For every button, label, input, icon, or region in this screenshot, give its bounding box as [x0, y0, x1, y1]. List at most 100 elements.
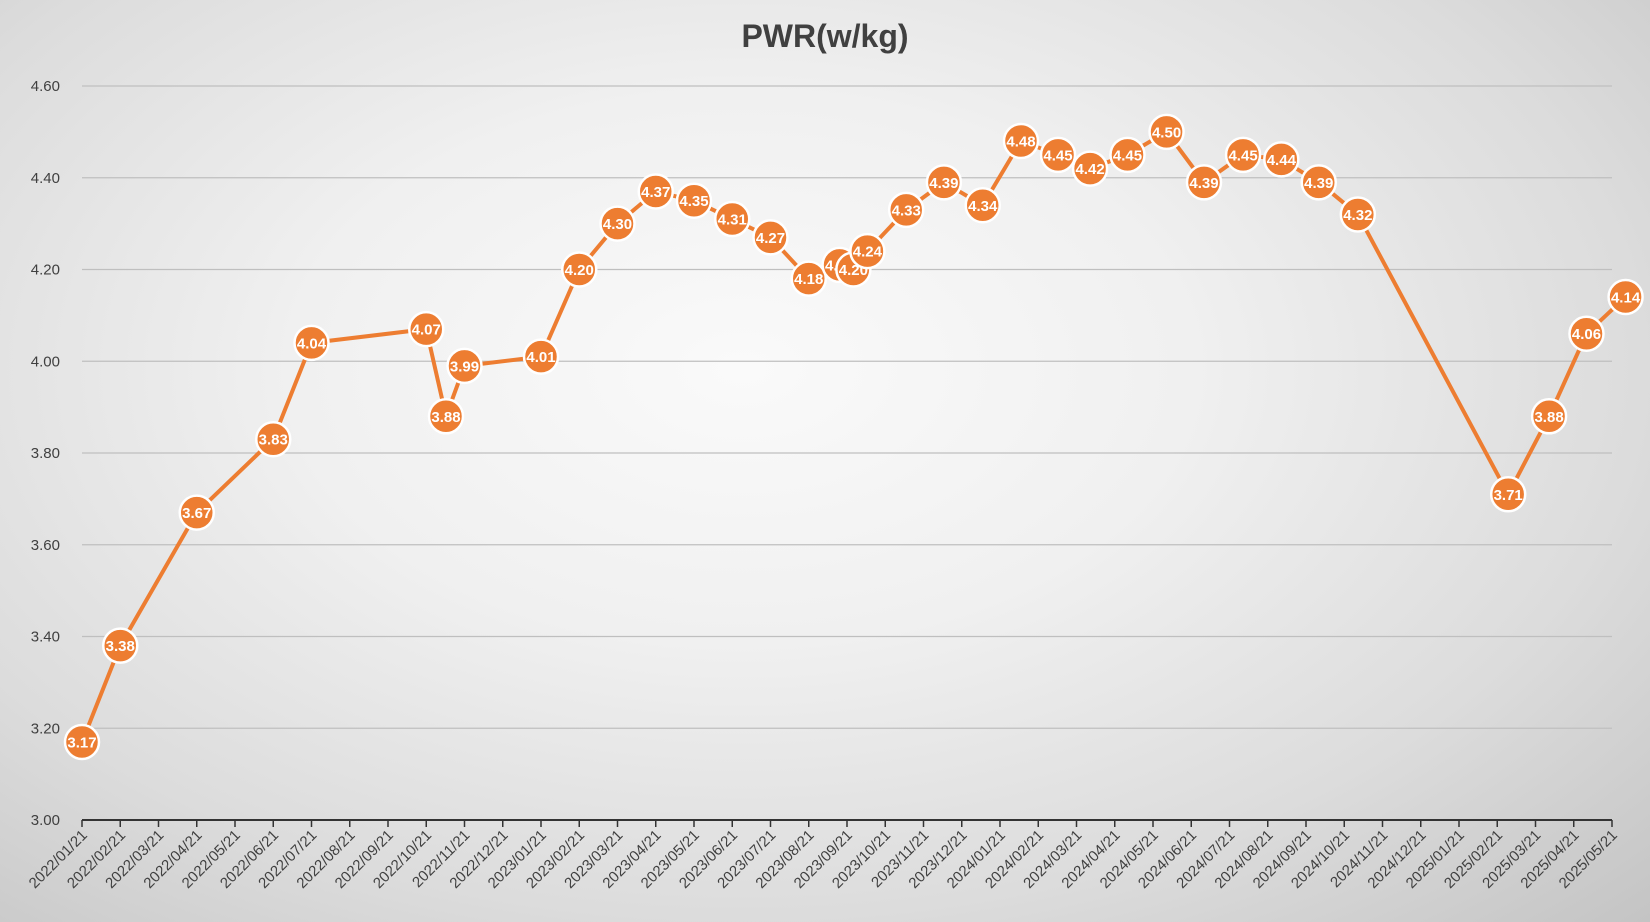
data-marker	[790, 260, 827, 297]
data-label: 4.48	[1006, 134, 1035, 151]
y-tick-label: 3.20	[31, 720, 60, 737]
data-point: 3.71	[1489, 476, 1527, 513]
data-marker	[1071, 150, 1109, 187]
data-point: 4.37	[637, 173, 674, 210]
data-point: 4.44	[1263, 141, 1300, 178]
data-marker	[637, 173, 674, 210]
y-tick-label: 4.40	[31, 170, 60, 187]
data-marker	[63, 723, 101, 761]
series-markers: 3.17 3.38 3.67 3.83 4.04 4.07 3.88 3.99 4.01 4.20…	[63, 113, 1644, 761]
data-marker	[849, 232, 886, 270]
data-point: 4.34	[964, 187, 1001, 224]
data-point: 4.45	[1224, 136, 1262, 174]
data-marker	[1530, 398, 1568, 435]
data-point: 4.45	[1109, 136, 1146, 174]
data-label: 3.83	[259, 432, 288, 449]
data-label: 4.37	[641, 184, 670, 201]
data-marker	[427, 398, 465, 435]
data-marker	[1339, 196, 1377, 233]
data-label: 4.39	[1189, 175, 1218, 192]
y-tick-label: 3.00	[31, 812, 60, 829]
data-label: 3.88	[431, 409, 460, 426]
data-marker	[714, 200, 751, 238]
data-marker	[1109, 136, 1146, 174]
data-marker	[752, 219, 789, 256]
data-marker	[408, 310, 445, 348]
data-marker	[255, 420, 292, 458]
data-point: 4.31	[714, 200, 751, 238]
data-label: 3.38	[106, 638, 135, 655]
data-point: 4.24	[849, 232, 886, 270]
data-label: 4.35	[679, 193, 708, 210]
data-label: 4.34	[968, 198, 998, 215]
data-label: 4.27	[756, 230, 785, 247]
data-point: 4.48	[1002, 122, 1040, 160]
data-marker	[522, 338, 560, 375]
data-point: 4.06	[1568, 315, 1605, 352]
data-label: 4.14	[1611, 290, 1641, 307]
data-marker	[1002, 122, 1040, 160]
data-label: 4.44	[1267, 152, 1297, 169]
data-label: 4.45	[1043, 147, 1072, 164]
data-label: 4.50	[1152, 124, 1181, 141]
data-marker	[675, 182, 713, 219]
data-marker	[102, 627, 139, 664]
data-point: 3.88	[1530, 398, 1568, 435]
y-tick-label: 4.00	[31, 353, 60, 370]
data-marker	[1607, 278, 1644, 316]
data-marker	[925, 164, 963, 201]
data-point: 4.18	[790, 260, 827, 297]
data-point: 4.14	[1607, 278, 1644, 316]
data-label: 3.71	[1494, 487, 1523, 504]
y-tick-label: 3.80	[31, 445, 60, 462]
data-label: 4.30	[603, 216, 632, 233]
data-label: 3.99	[450, 358, 479, 375]
data-marker	[1224, 136, 1262, 174]
data-marker	[1300, 164, 1337, 201]
series-line-path	[80, 129, 1627, 743]
data-label: 4.01	[526, 349, 555, 366]
data-marker	[599, 205, 636, 242]
data-point: 3.67	[178, 494, 215, 531]
data-point: 3.99	[446, 347, 483, 385]
data-marker	[293, 324, 330, 362]
data-point: 4.32	[1339, 196, 1377, 233]
data-point: 4.39	[1300, 164, 1337, 201]
data-point: 3.83	[255, 420, 292, 458]
gridlines	[82, 85, 1612, 729]
data-marker	[446, 347, 483, 385]
y-tick-label: 4.20	[31, 262, 60, 279]
data-label: 3.88	[1534, 409, 1563, 426]
data-label: 3.17	[67, 735, 96, 752]
data-marker	[1263, 141, 1300, 178]
data-label: 3.67	[182, 505, 211, 522]
data-marker	[178, 494, 215, 531]
y-axis-ticks: 3.00 3.20 3.40 3.60 3.80 4.00 4.20 4.40 4.60	[31, 78, 60, 829]
data-label: 4.20	[565, 262, 594, 279]
data-point: 4.45	[1039, 136, 1077, 174]
data-point: 4.39	[925, 164, 963, 201]
data-label: 4.04	[297, 335, 327, 352]
data-point: 4.30	[599, 205, 636, 242]
data-label: 4.39	[1304, 175, 1333, 192]
data-marker	[1489, 476, 1527, 513]
y-tick-label: 3.60	[31, 537, 60, 554]
data-label: 4.42	[1075, 161, 1104, 178]
data-label: 4.32	[1343, 207, 1372, 224]
data-marker	[561, 251, 598, 288]
data-label: 4.33	[892, 202, 921, 219]
data-marker	[1148, 113, 1185, 151]
data-point: 4.27	[752, 219, 789, 256]
data-point: 3.38	[102, 627, 139, 664]
x-axis-ticks: 2022/01/212022/02/212022/03/212022/04/21…	[26, 820, 1621, 892]
data-label: 4.18	[794, 271, 823, 288]
data-label: 4.24	[853, 244, 883, 261]
data-point: 4.39	[1185, 164, 1223, 201]
data-point: 4.20	[561, 251, 598, 288]
data-marker	[1568, 315, 1605, 352]
data-label: 4.06	[1572, 326, 1601, 343]
chart-title: PWR(w/kg)	[741, 18, 909, 54]
data-marker	[1039, 136, 1077, 174]
